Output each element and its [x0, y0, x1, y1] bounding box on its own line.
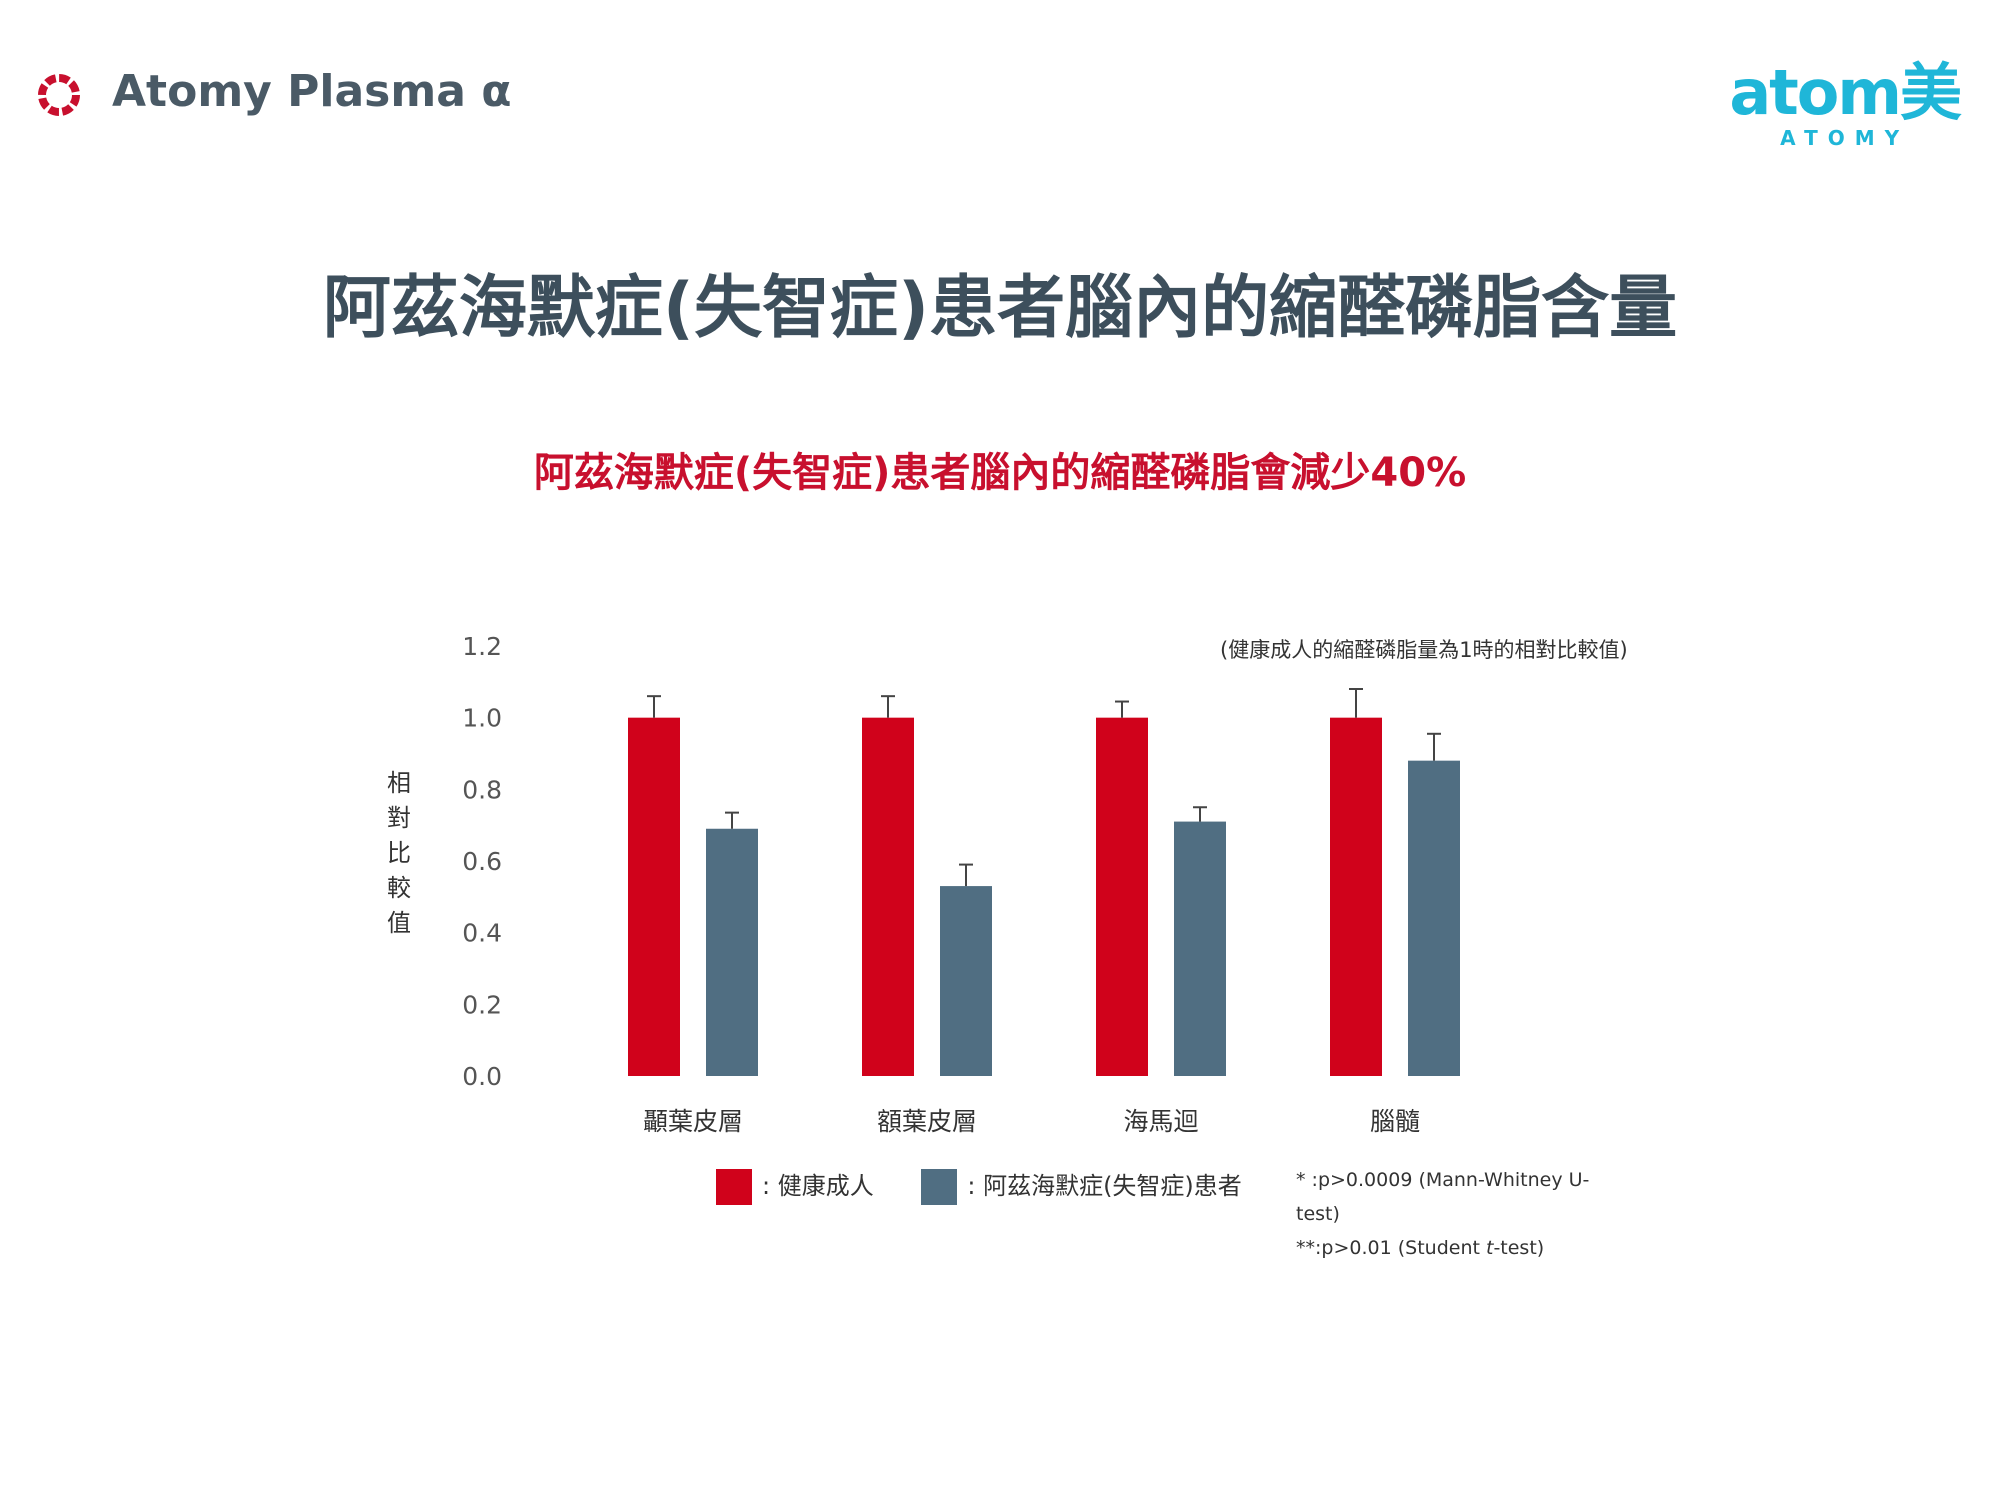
note-line-2: **:p>0.01 (Student t-test): [1296, 1231, 1626, 1265]
page-subtitle: 阿茲海默症(失智症)患者腦內的縮醛磷脂會減少40%: [533, 450, 1467, 496]
y-tick-label: 0.2: [462, 990, 502, 1019]
bar-healthy: [1330, 717, 1382, 1076]
chart-legend: : 健康成人 : 阿茲海默症(失智症)患者: [716, 1166, 1282, 1205]
bar-patient: [940, 886, 992, 1076]
legend-swatch-healthy: [716, 1169, 752, 1205]
bar-patient: [1174, 821, 1226, 1076]
red-ring-icon: [38, 74, 80, 116]
bar-healthy: [862, 717, 914, 1076]
bar-patient: [1408, 760, 1460, 1076]
atomy-logo: atom美 ATOMY: [1729, 56, 1962, 151]
note-line-1: * :p>0.0009 (Mann-Whitney U-test): [1296, 1169, 1590, 1225]
y-tick-label: 0.0: [462, 1062, 502, 1091]
atomy-logo-sub: ATOMY: [1780, 126, 1910, 150]
y-tick-label: 0.8: [462, 775, 502, 804]
x-tick-label: 海馬迴: [1123, 1107, 1198, 1136]
brand-title: Atomy Plasma α: [112, 66, 512, 117]
statistics-notes: * :p>0.0009 (Mann-Whitney U-test) **:p>0…: [1296, 1163, 1626, 1265]
note-line-2-suffix: -test): [1493, 1237, 1545, 1259]
note-line-2-prefix: **:p>0.01 (Student: [1296, 1237, 1486, 1259]
bar-healthy: [628, 717, 680, 1076]
legend-label-patient: : 阿茲海默症(失智症)患者: [967, 1172, 1242, 1200]
y-tick-label: 1.2: [462, 632, 502, 661]
y-tick-label: 0.6: [462, 847, 502, 876]
x-tick-label: 顳葉皮層: [643, 1107, 743, 1136]
legend-swatch-patient: [921, 1169, 958, 1205]
x-tick-label: 額葉皮層: [877, 1107, 977, 1136]
y-axis-label: 相對比較值: [387, 769, 411, 937]
page-title: 阿茲海默症(失智症)患者腦內的縮醛磷脂含量: [322, 269, 1678, 348]
bar-healthy: [1096, 717, 1148, 1076]
atomy-logo-word: atom美: [1729, 56, 1962, 129]
chart-note: (健康成人的縮醛磷脂量為1時的相對比較值): [1220, 638, 1628, 662]
legend-item-patient: : 阿茲海默症(失智症)患者: [921, 1166, 1242, 1205]
y-tick-label: 0.4: [462, 919, 502, 948]
y-tick-label: 1.0: [462, 704, 502, 733]
bar-patient: [706, 828, 758, 1076]
x-tick-label: 腦髓: [1370, 1107, 1420, 1136]
legend-item-healthy: : 健康成人: [716, 1166, 874, 1205]
legend-label-healthy: : 健康成人: [762, 1172, 874, 1200]
note-line-2-italic: t: [1485, 1237, 1494, 1259]
